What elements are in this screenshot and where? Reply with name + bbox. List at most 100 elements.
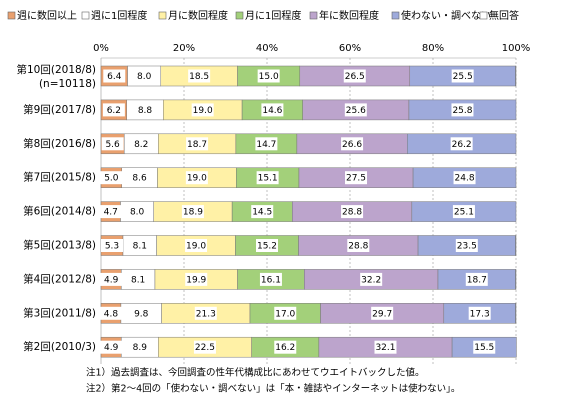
value-label: 16.2 (275, 343, 295, 353)
value-label-bg (191, 103, 214, 117)
category-label: 第9回(2017/8) (23, 103, 96, 116)
value-label: 4.9 (104, 343, 119, 353)
value-label-bg (371, 306, 394, 320)
value-label: 15.0 (259, 72, 279, 82)
category-label: 第8回(2016/8) (23, 137, 96, 150)
legend-swatch (309, 11, 318, 20)
value-label-bg (341, 205, 364, 219)
value-label: 14.5 (252, 208, 272, 218)
category-label: 第10回(2018/8) (17, 63, 97, 76)
x-tick-label: 0% (93, 43, 109, 54)
value-label: 6.4 (107, 72, 122, 82)
value-label: 9.8 (134, 309, 149, 319)
value-label: 15.5 (474, 343, 494, 353)
value-label: 19.0 (193, 106, 213, 116)
value-label: 19.0 (186, 242, 206, 252)
value-label: 8.0 (130, 208, 145, 218)
legend-label: 週に1回程度 (91, 9, 147, 22)
value-label: 8.8 (138, 106, 153, 116)
value-label-bg (194, 306, 217, 320)
sample-size-label: (n=10118) (39, 78, 96, 90)
value-label: 8.0 (137, 72, 152, 82)
note: 注2）第2～4回の「使わない・調べない」は「本・雑誌やインターネットは使わない」… (86, 383, 460, 395)
value-label: 8.6 (132, 174, 147, 184)
legend-swatch (391, 11, 400, 20)
value-label: 5.6 (105, 140, 120, 150)
value-label: 27.5 (346, 174, 366, 184)
value-label: 18.9 (183, 208, 203, 218)
value-label-bg (185, 272, 208, 286)
legend-swatch (479, 11, 488, 20)
value-label-bg (101, 137, 124, 151)
legend-swatch (158, 11, 167, 20)
value-label-bg (128, 239, 151, 252)
legend-label: 使わない・調べない (401, 9, 491, 22)
legend-label: 月に数回程度 (168, 9, 228, 22)
value-label-bg (468, 306, 491, 320)
value-label: 25.8 (452, 106, 472, 116)
value-label-bg (255, 137, 278, 151)
value-label-bg (128, 340, 151, 354)
x-tick-label: 80% (422, 43, 444, 54)
value-label-bg (259, 272, 282, 286)
value-label-bg (181, 205, 204, 219)
value-label-bg (452, 205, 475, 219)
value-label-bg (274, 340, 297, 354)
legend-label: 月に1回程度 (245, 9, 301, 22)
value-label-bg (185, 239, 208, 252)
value-label: 28.8 (348, 242, 368, 252)
value-label: 26.5 (345, 72, 365, 82)
value-label: 29.7 (372, 309, 392, 319)
value-label: 17.0 (275, 309, 295, 319)
value-label-bg (100, 272, 123, 286)
value-label: 19.9 (186, 275, 206, 285)
category-label: 第3回(2011/8) (23, 306, 96, 319)
value-label: 32.1 (375, 343, 395, 353)
value-label-bg (130, 137, 153, 151)
value-label-bg (344, 103, 367, 117)
value-label: 14.6 (262, 106, 282, 116)
value-label: 25.1 (454, 208, 474, 218)
value-label-bg (374, 340, 397, 354)
value-label-bg (100, 171, 123, 185)
legend-label: 無回答 (489, 9, 519, 22)
value-label: 8.1 (131, 275, 145, 285)
value-label-bg (347, 239, 370, 252)
value-label-bg (133, 69, 156, 83)
value-label-bg (130, 306, 153, 320)
value-label-bg (343, 69, 366, 83)
value-label-bg (103, 69, 126, 83)
value-label: 8.1 (133, 242, 147, 252)
value-label: 4.7 (104, 208, 118, 218)
value-label-bg (360, 272, 383, 286)
value-label: 22.5 (195, 343, 215, 353)
value-label-bg (455, 239, 478, 252)
value-label-bg (188, 69, 211, 83)
value-label: 25.6 (346, 106, 366, 116)
value-label-bg (465, 272, 488, 286)
value-label: 17.3 (470, 309, 490, 319)
value-label: 4.8 (104, 309, 119, 319)
value-label-bg (186, 137, 209, 151)
value-label-bg (193, 340, 216, 354)
value-label-bg (256, 239, 278, 252)
value-label: 18.5 (189, 72, 209, 82)
x-tick-label: 20% (173, 43, 195, 54)
value-label: 32.2 (361, 275, 381, 285)
category-label: 第2回(2010/3) (23, 340, 96, 353)
value-label-bg (256, 171, 279, 185)
note: 注1）過去調査は、今回調査の性年代構成比にあわせてウエイトバックした値。 (86, 367, 425, 379)
value-label-bg (257, 69, 280, 83)
value-label: 21.3 (196, 309, 216, 319)
legend-label: 年に数回程度 (319, 9, 379, 22)
value-label: 8.9 (133, 343, 148, 353)
value-label: 26.6 (342, 140, 362, 150)
x-tick-label: 60% (339, 43, 361, 54)
category-label: 第6回(2014/8) (23, 205, 96, 218)
value-label-bg (100, 239, 123, 252)
value-label: 15.1 (258, 174, 278, 184)
value-label-bg (185, 171, 208, 185)
value-label-bg (451, 69, 474, 83)
value-label-bg (128, 171, 151, 185)
